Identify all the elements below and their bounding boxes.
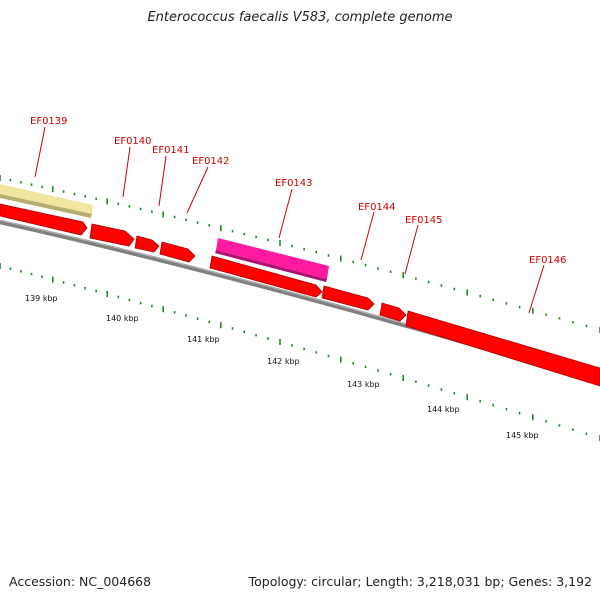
scale-label-143-kbp: 143 kbp (347, 380, 380, 389)
cds-arrow-ef0139 (0, 203, 88, 236)
scale-label-145-kbp: 145 kbp (506, 431, 539, 440)
cds-arrow-ef0142 (159, 241, 196, 263)
cds-arrow-ef0140 (89, 223, 135, 247)
leader-line-ef0140 (122, 146, 131, 198)
misc-feature-pink (216, 238, 329, 279)
scale-label-144-kbp: 144 kbp (427, 405, 460, 414)
gene-label-ef0139: EF0139 (30, 116, 68, 127)
gene-label-ef0143: EF0143 (275, 178, 313, 189)
scale-label-140-kbp: 140 kbp (106, 314, 139, 323)
cds-arrow-ef0143 (209, 255, 323, 298)
gene-label-ef0140: EF0140 (114, 136, 152, 147)
cds-arrow-ef0141 (134, 235, 160, 253)
genome-summary-text: Topology: circular; Length: 3,218,031 bp… (248, 574, 592, 589)
accession-text: Accession: NC_004668 (9, 574, 152, 589)
gene-label-ef0141: EF0141 (152, 145, 190, 156)
lower-tick-track (0, 263, 600, 441)
upper-tick-track (0, 175, 600, 333)
cds-arrow-ef0144 (321, 285, 375, 311)
cds-arrow-ef0146 (405, 310, 600, 387)
leader-line-ef0139 (34, 126, 46, 178)
leader-line-ef0144 (360, 211, 375, 261)
scale-label-139-kbp: 139 kbp (25, 294, 58, 303)
map-title: Enterococcus faecalis V583, complete gen… (147, 10, 453, 25)
gene-label-ef0142: EF0142 (192, 156, 230, 167)
gene-label-ef0145: EF0145 (405, 215, 443, 226)
misc-feature-pink-shadow (215, 250, 327, 282)
leader-line-ef0142 (186, 166, 209, 214)
scale-label-141-kbp: 141 kbp (187, 335, 220, 344)
leader-line-ef0143 (278, 188, 293, 239)
leader-line-ef0141 (158, 155, 167, 207)
scale-label-142-kbp: 142 kbp (267, 357, 300, 366)
leader-line-ef0146 (528, 264, 545, 314)
misc-feature-pale (0, 184, 93, 214)
leader-line-ef0145 (404, 224, 419, 275)
gene-label-ef0144: EF0144 (358, 202, 396, 213)
cds-arrow-ef0145 (379, 302, 407, 322)
gene-label-ef0146: EF0146 (529, 255, 567, 266)
misc-feature-pale-shadow (0, 194, 92, 218)
